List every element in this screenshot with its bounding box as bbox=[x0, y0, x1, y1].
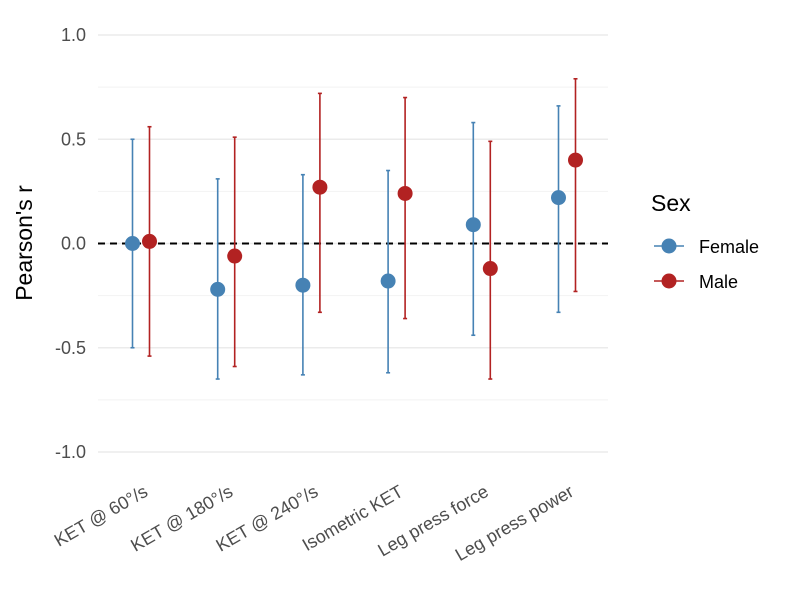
data-point bbox=[568, 153, 583, 168]
data-marks bbox=[125, 79, 583, 379]
data-point bbox=[381, 274, 396, 289]
y-axis-title: Pearson's r bbox=[11, 185, 37, 301]
legend-marker bbox=[662, 274, 677, 289]
series-female bbox=[125, 106, 566, 379]
data-point bbox=[210, 282, 225, 297]
series-male bbox=[142, 79, 583, 379]
y-tick-label: -1.0 bbox=[55, 442, 86, 462]
legend-item-female: Female bbox=[654, 237, 759, 257]
legend-marker bbox=[662, 239, 677, 254]
y-tick-label: 1.0 bbox=[61, 25, 86, 45]
y-tick-label: 0.0 bbox=[61, 234, 86, 254]
data-point bbox=[466, 217, 481, 232]
legend: Sex Female Male bbox=[651, 190, 759, 292]
data-point bbox=[142, 234, 157, 249]
data-point bbox=[398, 186, 413, 201]
y-tick-label: -0.5 bbox=[55, 338, 86, 358]
data-point bbox=[125, 236, 140, 251]
data-point bbox=[551, 190, 566, 205]
legend-item-male: Male bbox=[654, 272, 738, 292]
data-point bbox=[295, 278, 310, 293]
data-point bbox=[483, 261, 498, 276]
legend-title: Sex bbox=[651, 190, 691, 216]
data-point bbox=[227, 249, 242, 264]
y-axis-ticks: -1.0 -0.5 0.0 0.5 1.0 bbox=[55, 25, 86, 462]
legend-label: Female bbox=[699, 237, 759, 257]
data-point bbox=[312, 180, 327, 195]
legend-label: Male bbox=[699, 272, 738, 292]
y-tick-label: 0.5 bbox=[61, 129, 86, 149]
